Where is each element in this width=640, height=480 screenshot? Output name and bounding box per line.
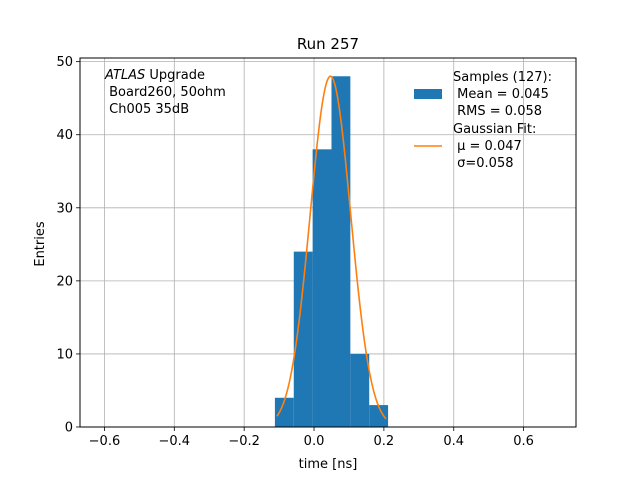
- legend-entry-1-line-0: Gaussian Fit:: [453, 122, 536, 137]
- annotation-line-3: Ch005 35dB: [105, 102, 189, 117]
- y-axis-label: Entries: [33, 221, 48, 267]
- legend-entry-0-line-0: Samples (127):: [453, 70, 552, 85]
- histogram-bar-3: [331, 76, 351, 427]
- x-tick-label-2: −0.2: [228, 434, 260, 449]
- axes-frame: [79, 57, 577, 428]
- y-tick-label-1: 10: [56, 347, 73, 362]
- histogram-bar-4: [350, 353, 370, 427]
- histogram-bar-2: [312, 149, 332, 427]
- histogram-bar-0: [274, 397, 294, 427]
- gaussian-fit-line: [276, 75, 387, 420]
- x-axis-label: time [ns]: [299, 457, 358, 472]
- x-tick-label-3: 0.0: [304, 434, 325, 449]
- annotation-line-2: Board260, 50ohm: [105, 85, 226, 100]
- y-tick-label-2: 20: [56, 274, 73, 289]
- histogram-bar-5: [369, 405, 389, 427]
- chart-title: Run 257: [297, 35, 359, 53]
- x-tick-label-5: 0.4: [443, 434, 464, 449]
- legend-samples-swatch: [414, 89, 442, 99]
- plot-area: −0.6 −0.4 −0.2 0.0 0.2 0.4 0.6 0 10 20 30 40 50 ATLAS…: [56, 55, 577, 449]
- histogram-bar-1: [293, 251, 313, 427]
- legend-entry-0-line-2: RMS = 0.058: [453, 104, 542, 119]
- x-tick-label-0: −0.6: [89, 434, 121, 449]
- annotation-upgrade-label: Upgrade: [145, 68, 205, 83]
- y-tick-label-0: 0: [65, 421, 73, 436]
- y-tick-label-4: 40: [56, 128, 73, 143]
- legend-entry-0-line-1: Mean = 0.045: [453, 87, 549, 102]
- y-tick-label-3: 30: [56, 201, 73, 216]
- x-tick-label-1: −0.4: [159, 434, 191, 449]
- x-tick-label-6: 0.6: [513, 434, 534, 449]
- y-tick-label-5: 50: [56, 55, 73, 70]
- x-tick-label-4: 0.2: [374, 434, 395, 449]
- annotation-atlas-label: ATLAS: [104, 68, 145, 83]
- legend-entry-1-line-1: μ = 0.047: [453, 139, 522, 154]
- annotation-line-1: ATLAS Upgrade: [104, 68, 205, 83]
- legend-entry-1-line-2: σ=0.058: [453, 156, 513, 171]
